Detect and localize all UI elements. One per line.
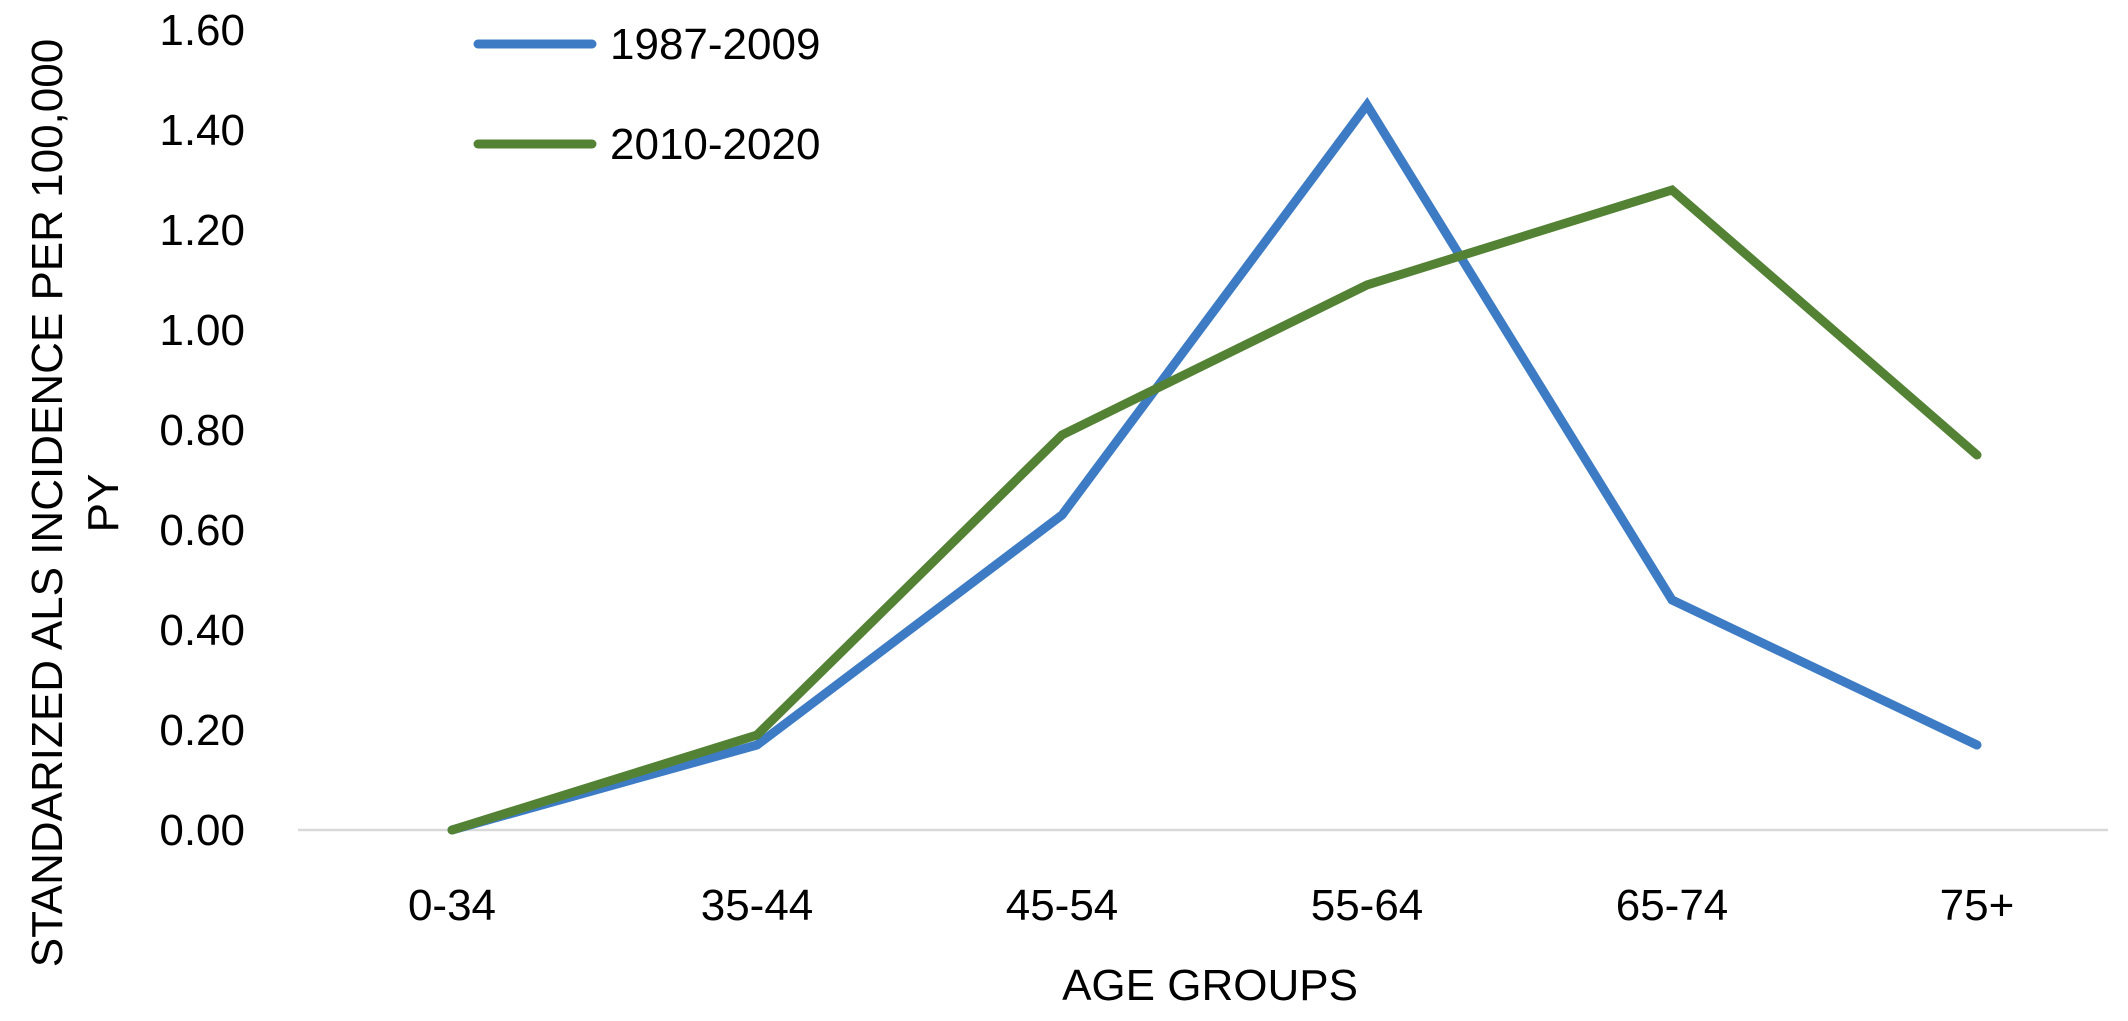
x-tick-label: 45-54 <box>1006 881 1119 930</box>
y-tick-label: 0.00 <box>159 806 245 855</box>
series-line-2010-2020 <box>447 184 1982 835</box>
y-tick-label: 0.80 <box>159 406 245 455</box>
data-point <box>1671 189 1673 191</box>
y-tick-label: 1.20 <box>159 206 245 255</box>
x-axis-title: AGE GROUPS <box>1062 961 1358 1010</box>
x-axis-ticks: 0-34 35-44 45-54 55-64 65-74 75+ <box>408 881 2014 930</box>
y-tick-label: 0.60 <box>159 506 245 555</box>
data-point <box>1976 744 1978 746</box>
y-tick-label: 1.00 <box>159 306 245 355</box>
x-tick-label: 35-44 <box>701 881 814 930</box>
x-tick-label: 0-34 <box>408 881 496 930</box>
y-axis-ticks: 0.00 0.20 0.40 0.60 0.80 1.00 1.20 1.40 1.60 <box>159 6 245 855</box>
legend-label: 2010-2020 <box>610 120 820 169</box>
y-tick-label: 0.40 <box>159 606 245 655</box>
y-axis-title-line-2: PY <box>79 474 128 533</box>
y-tick-label: 1.60 <box>159 6 245 55</box>
legend: 1987-2009 2010-2020 <box>473 20 820 169</box>
series-line-1987-2009 <box>447 96 1982 835</box>
data-point <box>1671 599 1673 601</box>
data-point <box>451 829 453 831</box>
data-point <box>1976 454 1978 456</box>
legend-label: 1987-2009 <box>610 20 820 69</box>
y-axis-title: STANDARIZED ALS INCIDENCE PER 100,000 PY <box>23 39 128 967</box>
x-tick-label: 55-64 <box>1311 881 1424 930</box>
data-point <box>1366 284 1368 286</box>
data-point <box>1061 434 1063 436</box>
x-tick-label: 65-74 <box>1616 881 1729 930</box>
series-lines <box>447 96 1982 835</box>
data-point <box>1061 514 1063 516</box>
y-tick-label: 0.20 <box>159 706 245 755</box>
y-tick-label: 1.40 <box>159 106 245 155</box>
y-axis-title-line-1: STANDARIZED ALS INCIDENCE PER 100,000 <box>23 39 72 967</box>
x-tick-label: 75+ <box>1940 881 2015 930</box>
data-point <box>1366 104 1368 106</box>
data-point <box>756 744 758 746</box>
data-point <box>756 734 758 736</box>
